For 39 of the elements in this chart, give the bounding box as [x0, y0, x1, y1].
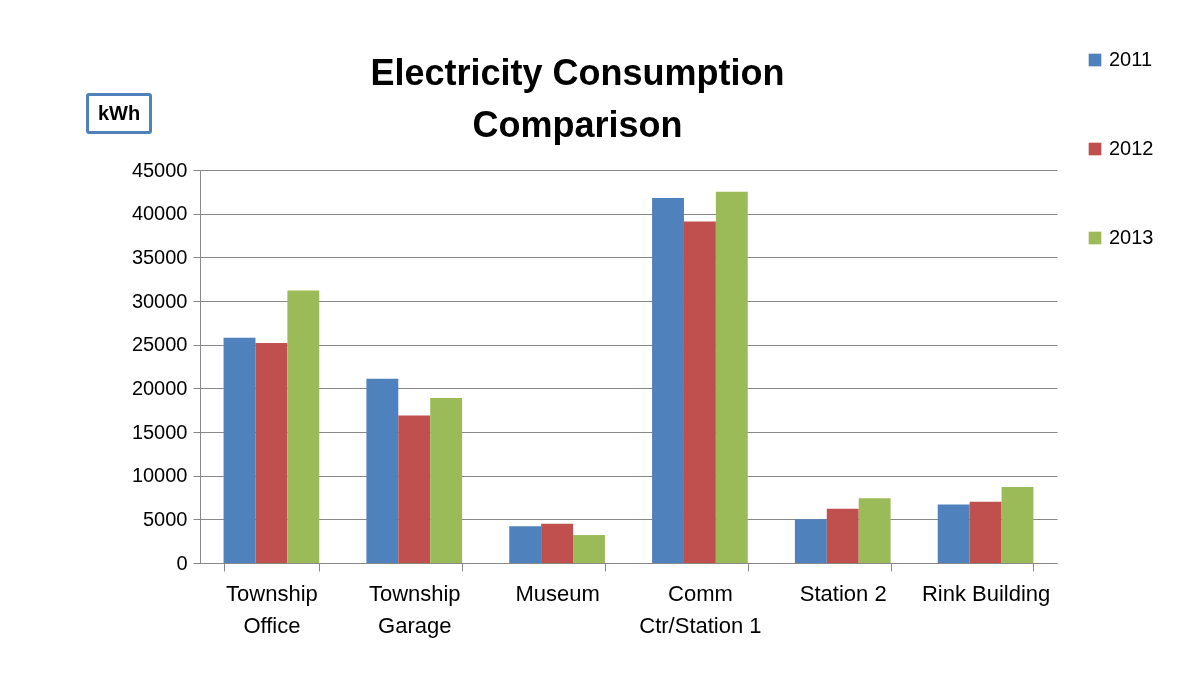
x-tick-label: Comm Ctr/Station 1 [639, 580, 762, 638]
bar [509, 526, 542, 563]
y-tick-label: 20000 [131, 376, 188, 399]
bar [652, 197, 684, 563]
x-tick-label: Rink Building [921, 580, 1051, 606]
y-axis-title: kWh [86, 93, 153, 134]
bar [683, 221, 716, 563]
legend-label: 2011 [1109, 48, 1153, 70]
bar [398, 415, 431, 563]
bar [715, 191, 748, 563]
y-tick-label: 25000 [131, 333, 188, 356]
y-tick-label: 0 [176, 551, 188, 574]
y-tick-label: 5000 [143, 507, 188, 530]
bar [287, 290, 320, 563]
bar [937, 504, 970, 563]
y-tick-label: 45000 [131, 158, 188, 181]
y-tick-label: 10000 [131, 464, 188, 487]
y-tick-label: 40000 [131, 202, 188, 225]
bar [826, 508, 859, 563]
bar [366, 378, 399, 563]
bar [794, 519, 827, 563]
y-tick-label: 15000 [131, 420, 188, 443]
bar [1001, 487, 1034, 563]
x-tick-label: Station 2 [799, 580, 887, 606]
x-tick-label: Township Garage [368, 580, 461, 638]
legend-label: 2012 [1109, 137, 1154, 159]
bar [223, 337, 256, 563]
x-tick-label: Township Office [226, 580, 318, 638]
bar [858, 498, 891, 563]
legend-label: 2013 [1109, 226, 1154, 248]
x-tick-label: Museum [515, 580, 600, 606]
bar [430, 397, 463, 563]
y-tick-label: 30000 [131, 289, 188, 312]
chart-title: Electricity Consumption Comparison [370, 52, 785, 145]
bar [573, 535, 605, 563]
bar [541, 523, 574, 563]
bar [969, 501, 1002, 563]
y-tick-label: 35000 [131, 245, 188, 268]
bar [255, 342, 288, 563]
